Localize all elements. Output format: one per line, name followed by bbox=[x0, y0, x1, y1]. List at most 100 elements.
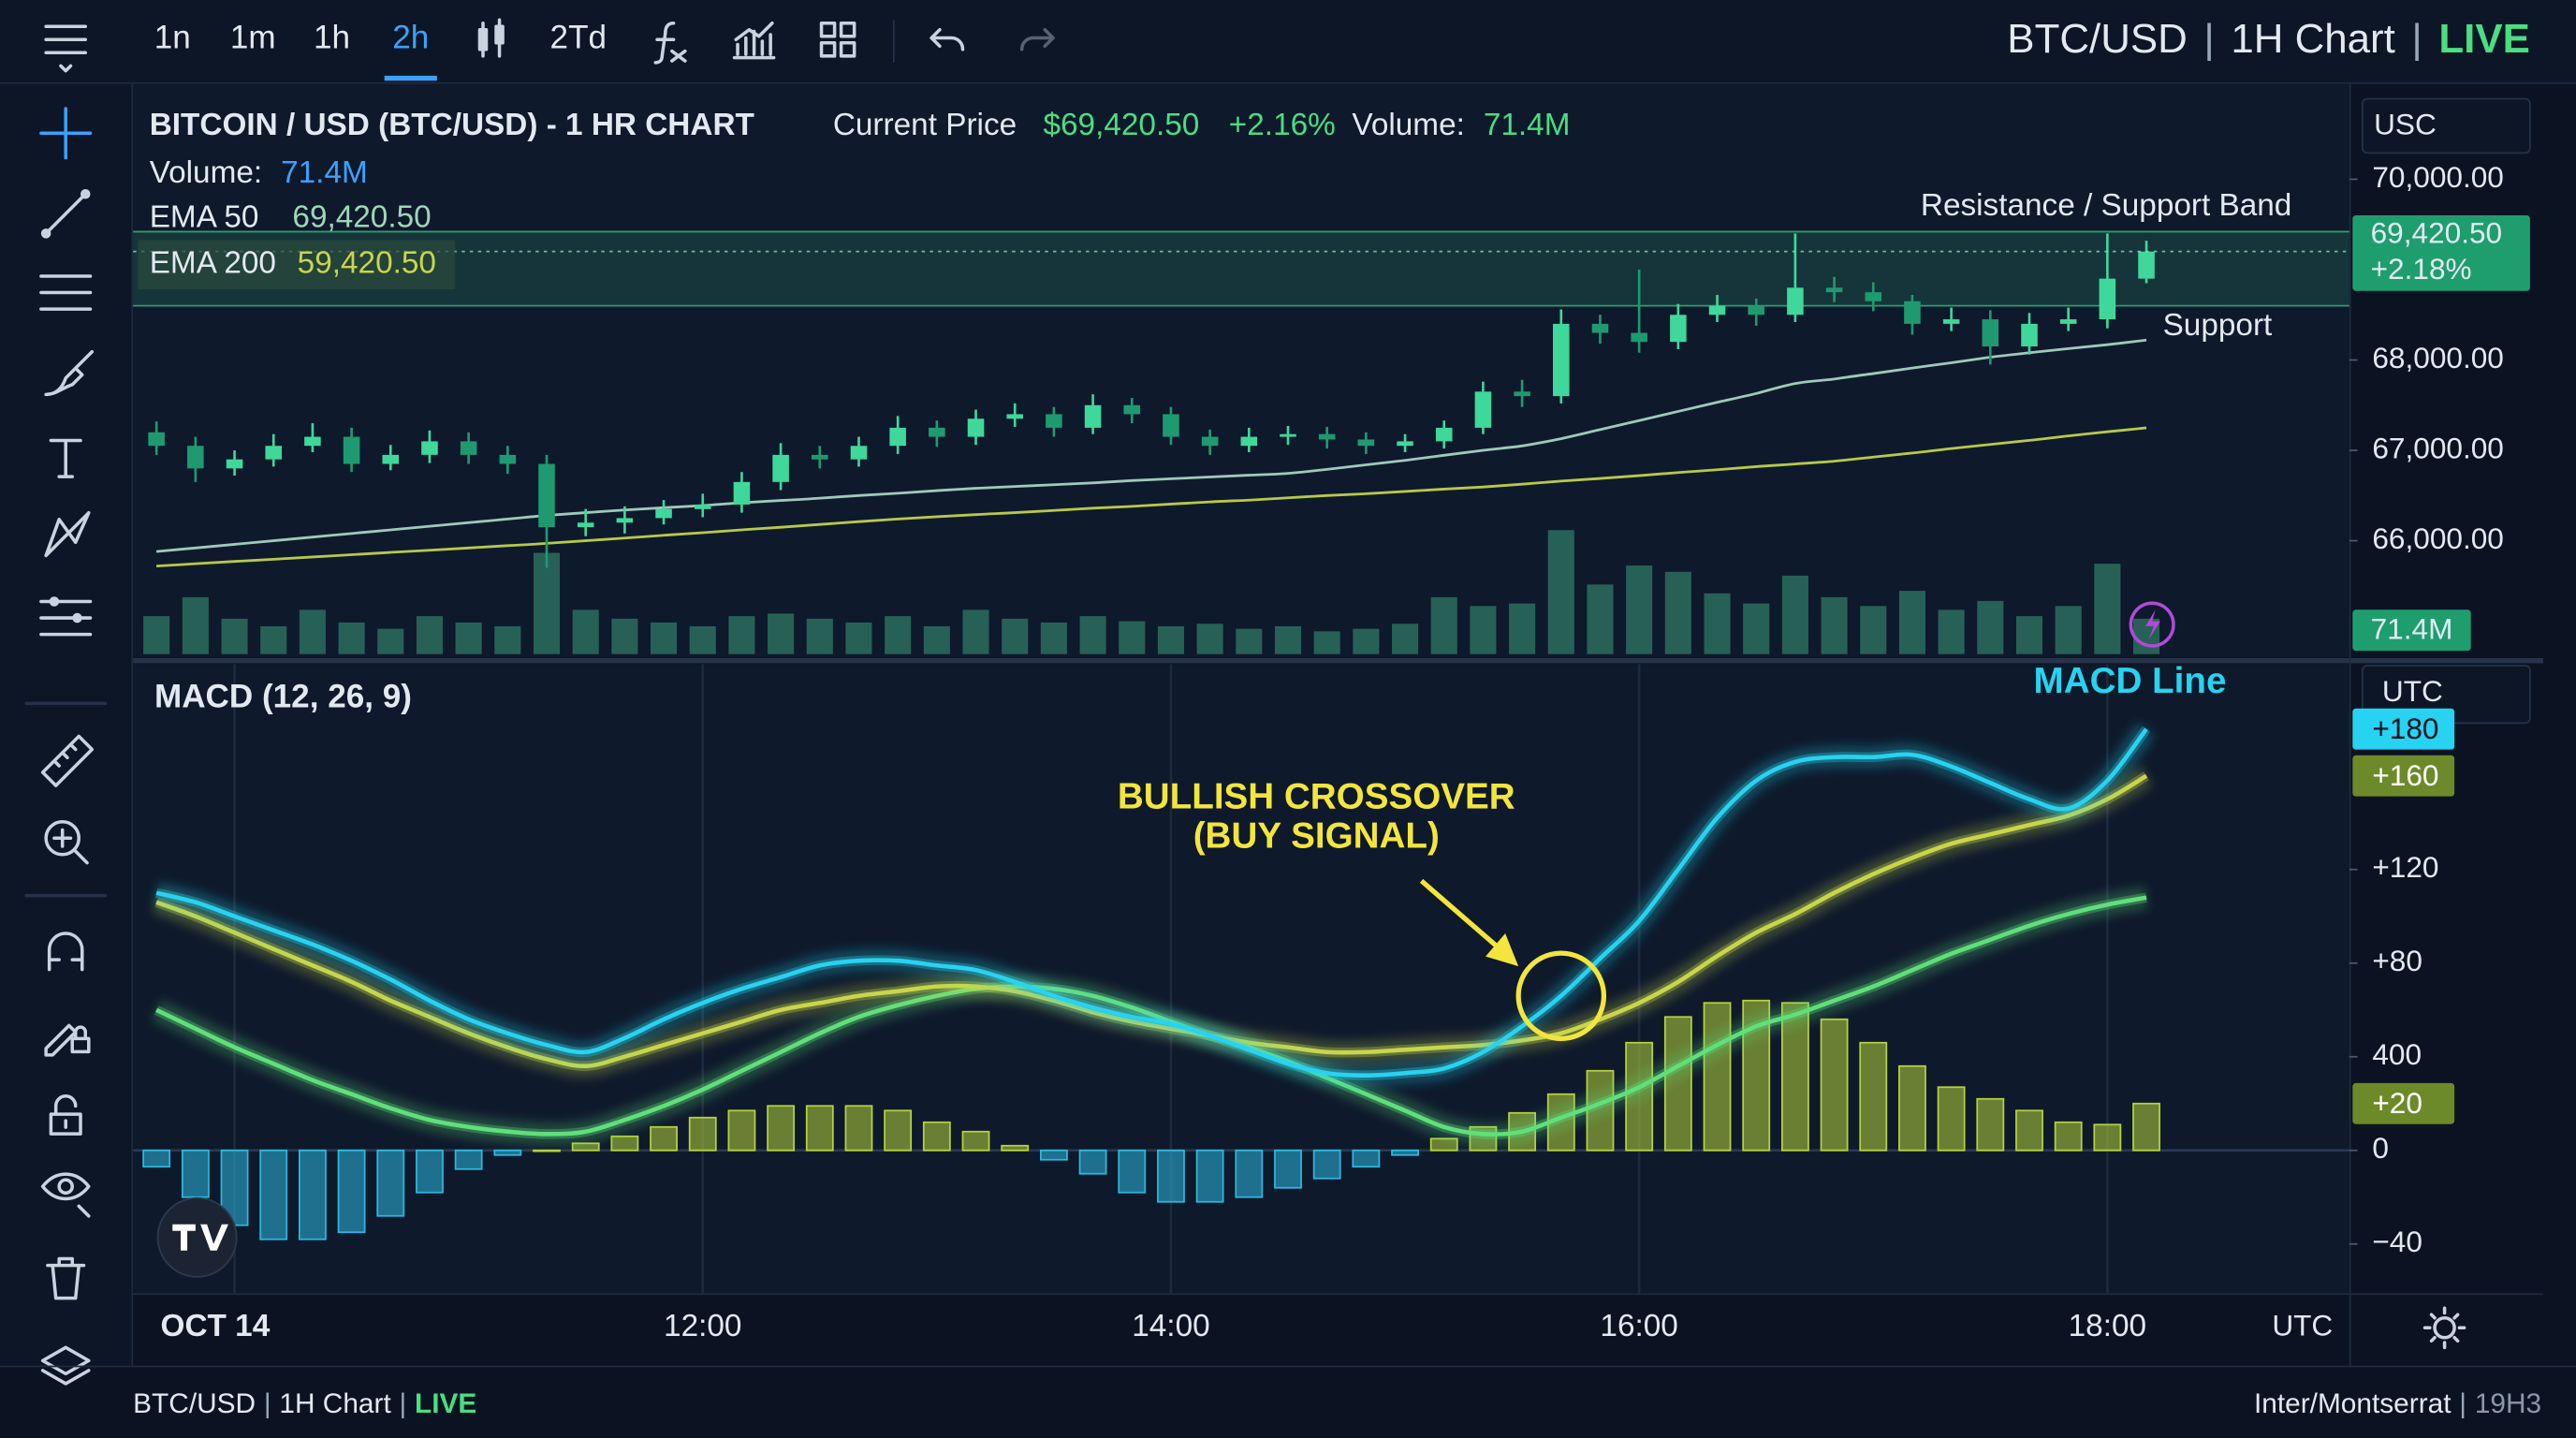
settings-button[interactable] bbox=[2422, 1306, 2466, 1350]
chart-name: 1H Chart bbox=[279, 1388, 391, 1419]
layers-tool[interactable] bbox=[40, 1345, 91, 1386]
candle-body bbox=[1357, 439, 1375, 447]
delete-tool[interactable] bbox=[46, 1256, 86, 1300]
divider bbox=[24, 701, 108, 898]
symbol: BTC/USD bbox=[2007, 16, 2188, 62]
volume-bar bbox=[1313, 631, 1340, 654]
interval-button[interactable]: 2h bbox=[392, 20, 429, 56]
candle-body bbox=[1708, 305, 1726, 315]
trendline-tool[interactable] bbox=[40, 189, 91, 239]
histogram-bar bbox=[2015, 1109, 2043, 1152]
tool-icons bbox=[24, 107, 108, 1386]
histogram-bar bbox=[1820, 1018, 1849, 1152]
value-tag bbox=[2352, 708, 2455, 750]
candle-body bbox=[1474, 391, 1492, 428]
layout-button[interactable] bbox=[819, 21, 856, 58]
lock-tool[interactable] bbox=[49, 1094, 82, 1136]
crossover-marker bbox=[1515, 950, 1607, 1042]
x-tick-label: 16:00 bbox=[1600, 1309, 1677, 1343]
volume-bar bbox=[923, 625, 950, 654]
candle-body bbox=[1670, 315, 1687, 343]
volume-bar bbox=[1587, 584, 1614, 654]
histogram-bar bbox=[1039, 1149, 1068, 1161]
series-label: MACD Line bbox=[2034, 661, 2227, 701]
footer-right: Inter/Montserrat | 19H3 bbox=[2254, 1388, 2541, 1419]
unit-box[interactable] bbox=[2361, 97, 2531, 154]
tradingview-logo[interactable] bbox=[156, 1196, 238, 1278]
x-tick-label: 12:00 bbox=[664, 1309, 741, 1343]
menu-button[interactable] bbox=[44, 24, 88, 73]
volume-bar bbox=[2094, 564, 2121, 654]
histogram-bar bbox=[1898, 1064, 1926, 1152]
histogram-bar bbox=[1976, 1097, 2005, 1152]
histogram-bar bbox=[1078, 1149, 1107, 1175]
brush-tool[interactable] bbox=[44, 349, 95, 397]
ema50-label: EMA 50 bbox=[150, 199, 259, 234]
candle-body bbox=[343, 436, 360, 464]
crosshair-tool[interactable] bbox=[39, 107, 93, 160]
macd-line bbox=[155, 727, 2148, 1078]
candle-body bbox=[1280, 433, 1296, 437]
candle-body bbox=[460, 441, 477, 455]
interval-button[interactable]: 2Td bbox=[550, 20, 607, 56]
value-tag bbox=[2352, 1082, 2455, 1124]
text-tool[interactable] bbox=[49, 438, 82, 478]
candle-body bbox=[382, 454, 400, 464]
candle-body bbox=[1046, 414, 1062, 428]
undo-button[interactable] bbox=[929, 27, 965, 51]
live-badge: LIVE bbox=[2438, 16, 2529, 62]
candle-body bbox=[421, 441, 438, 455]
zoom-tool[interactable] bbox=[44, 819, 89, 865]
lock-drawing-tool[interactable] bbox=[44, 1023, 91, 1057]
ruler-tool[interactable] bbox=[40, 734, 95, 787]
y-tick-label: 66,000.00 bbox=[2372, 521, 2503, 555]
candle-body bbox=[1825, 287, 1843, 293]
histogram-bar bbox=[688, 1116, 717, 1152]
volume-tag bbox=[2352, 609, 2471, 652]
volume-bar bbox=[1938, 609, 1965, 654]
volume-bar bbox=[1274, 625, 1302, 654]
pattern-tool[interactable] bbox=[44, 510, 91, 558]
redo-button[interactable] bbox=[1019, 27, 1055, 51]
candle-body bbox=[1084, 404, 1102, 428]
visibility-tool[interactable] bbox=[40, 1172, 91, 1218]
chart-name: 1H Chart bbox=[2231, 16, 2395, 62]
alert-button[interactable] bbox=[2129, 601, 2175, 648]
volume-tag-text: 71.4M bbox=[2371, 611, 2453, 645]
interval-button[interactable]: 1n bbox=[154, 20, 191, 56]
candle-body bbox=[2099, 278, 2116, 320]
histogram-bar bbox=[2132, 1102, 2160, 1152]
candle-body bbox=[616, 518, 634, 523]
plot-layer: Resistance / Support Band 66,000.00 67,000… bbox=[133, 160, 2530, 1343]
volume-bar bbox=[221, 618, 248, 654]
sidebar bbox=[0, 83, 132, 1366]
magnet-tool[interactable] bbox=[47, 932, 84, 972]
volume-bar bbox=[1236, 628, 1263, 654]
candle-body bbox=[1748, 305, 1764, 315]
time-unit: UTC bbox=[2272, 1309, 2333, 1343]
interval-button[interactable]: 1h bbox=[314, 20, 350, 56]
volume-bar bbox=[377, 628, 404, 654]
candle-body bbox=[2138, 251, 2155, 279]
active-indicator bbox=[384, 75, 437, 81]
candle-type-button[interactable] bbox=[477, 18, 505, 58]
volume-bar bbox=[1196, 624, 1223, 654]
current-price-label: Current Price bbox=[833, 108, 1017, 142]
histogram-bar bbox=[1274, 1149, 1302, 1189]
volume-bar bbox=[728, 616, 755, 654]
histogram-bar bbox=[884, 1109, 913, 1152]
chart-button[interactable] bbox=[732, 21, 776, 60]
fib-tool[interactable] bbox=[39, 274, 93, 311]
price-tag-value: 69,420.50 bbox=[2371, 215, 2502, 249]
candle-body bbox=[2059, 319, 2077, 324]
ema200-label: EMA 200 bbox=[150, 246, 276, 281]
volume-bar bbox=[1353, 628, 1380, 654]
settings-tool[interactable] bbox=[39, 596, 93, 637]
histogram-bar bbox=[767, 1105, 796, 1152]
volume-value: 71.4M bbox=[281, 155, 368, 190]
histogram-bar bbox=[493, 1149, 522, 1156]
indicators-button[interactable] bbox=[653, 21, 687, 65]
interval-button[interactable]: 1m bbox=[230, 20, 276, 56]
footer-left: BTC/USD | 1H Chart | LIVE bbox=[133, 1388, 476, 1419]
volume-bar bbox=[1002, 618, 1029, 654]
